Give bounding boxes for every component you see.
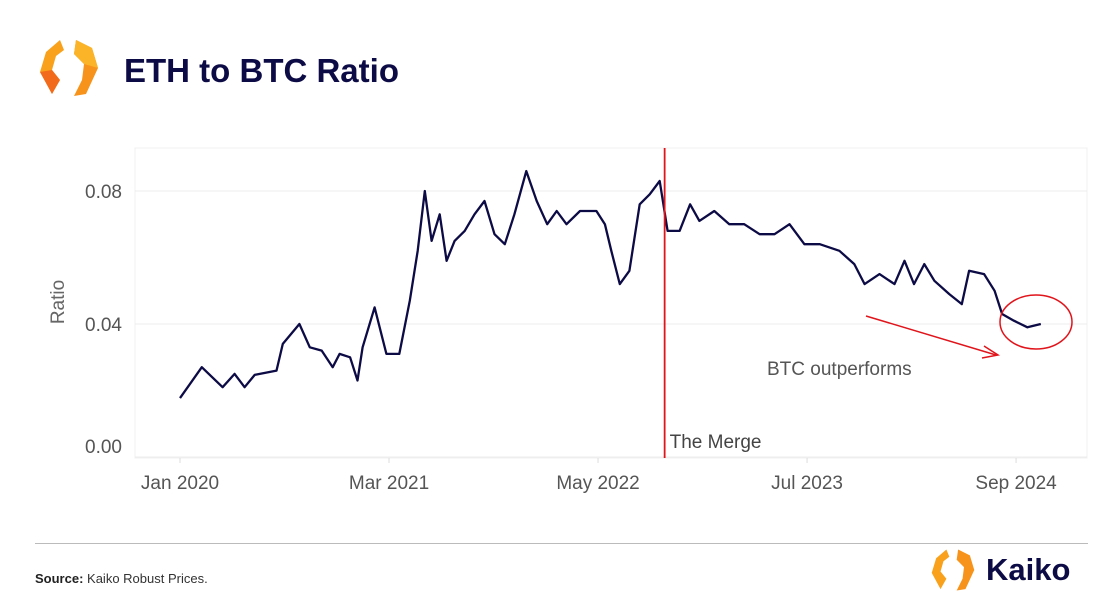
source-label: Source:: [35, 571, 84, 586]
merge-label: The Merge: [670, 432, 762, 453]
x-tick-label: Sep 2024: [975, 473, 1057, 494]
kaiko-logo-icon: [40, 40, 98, 96]
trend-label: BTC outperforms: [767, 359, 912, 380]
trend-arrowhead: [981, 345, 1000, 359]
plot-background: [134, 147, 1088, 459]
x-tick-label: Jul 2023: [771, 473, 843, 494]
source-note: Source: Kaiko Robust Prices.: [35, 571, 208, 586]
trend-arrow: [865, 315, 997, 356]
y-tick-label: 0.08: [85, 182, 122, 203]
eth-btc-ratio-line: [179, 169, 1042, 399]
x-tick-label: Jan 2020: [141, 473, 219, 494]
x-tick-label: Mar 2021: [349, 473, 429, 494]
kaiko-footer-logo-icon: [931, 549, 975, 591]
y-tick-label: 0.04: [85, 315, 122, 336]
x-tick-label: May 2022: [556, 473, 639, 494]
chart: 0.00 0.04 0.08 Jan 2020 Mar 2021 May 2022 Jul …: [48, 147, 1088, 494]
footer-divider: [35, 543, 1088, 544]
highlight-circle: [999, 294, 1073, 350]
source-text: Kaiko Robust Prices.: [87, 571, 208, 586]
page-title: ETH to BTC Ratio: [124, 52, 399, 89]
brand-name: Kaiko: [986, 552, 1071, 587]
y-tick-label: 0.00: [85, 437, 122, 458]
y-axis-label: Ratio: [48, 280, 69, 324]
